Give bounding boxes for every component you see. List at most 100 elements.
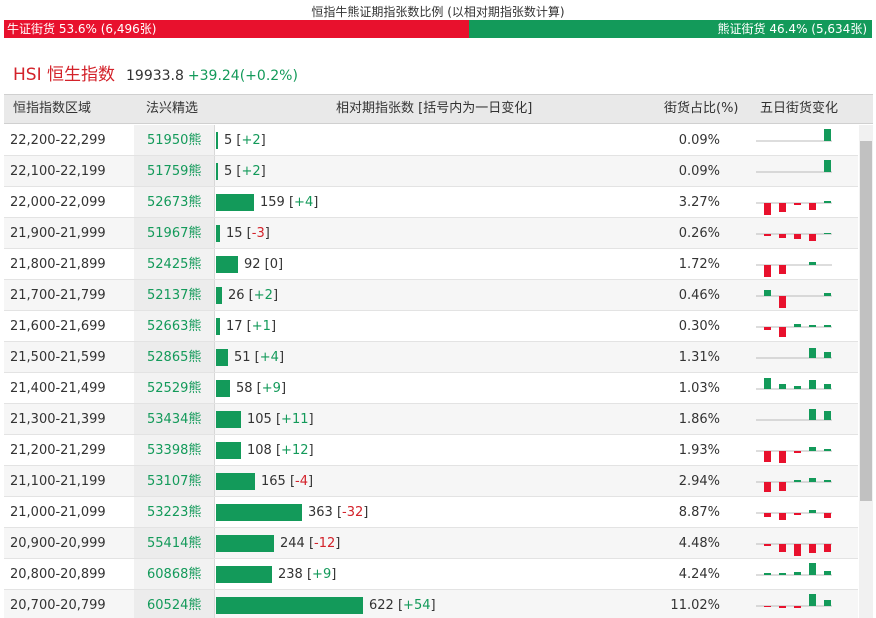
qty-value: 5 — [224, 164, 233, 179]
relative-qty-text: 26 [+2] — [228, 288, 279, 303]
share-percent: 1.72% — [678, 257, 720, 272]
header-share: 街货占比(%) — [664, 101, 739, 116]
relative-qty-bar — [216, 566, 272, 583]
trend-bar — [794, 572, 801, 575]
trend-bar — [794, 606, 801, 608]
five-day-change-chart — [756, 510, 832, 520]
trend-bar — [809, 594, 816, 606]
relative-qty-text: 5 [+2] — [224, 164, 266, 179]
trend-bar — [779, 544, 786, 552]
trend-bar — [809, 380, 816, 389]
product-code-link[interactable]: 51759熊 — [134, 156, 215, 186]
trend-bar — [794, 386, 801, 389]
product-code-link[interactable]: 51967熊 — [134, 218, 215, 248]
product-code-link[interactable]: 52425熊 — [134, 249, 215, 279]
product-code-link[interactable]: 52663熊 — [134, 311, 215, 341]
trend-bar — [809, 234, 816, 241]
five-day-change-chart — [756, 160, 832, 173]
qty-change: +2 — [241, 164, 261, 179]
relative-qty-text: 58 [+9] — [236, 381, 287, 396]
index-range: 21,300-21,399 — [10, 412, 106, 427]
product-code-link[interactable]: 55414熊 — [134, 528, 215, 558]
relative-qty-text: 51 [+4] — [234, 350, 285, 365]
relative-qty-bar — [216, 535, 274, 552]
qty-change: -12 — [314, 536, 336, 551]
product-code-link[interactable]: 60868熊 — [134, 559, 215, 589]
qty-change: +1 — [251, 319, 271, 334]
qty-change: +9 — [312, 567, 332, 582]
table-header: 恒指指数区域 法兴精选 相对期指张数 [括号内为一日变化] 街货占比(%) 五日… — [4, 94, 873, 124]
five-day-change-chart — [756, 262, 832, 277]
relative-qty-bar — [216, 132, 218, 149]
relative-qty-bar — [216, 194, 254, 211]
relative-qty-text: 622 [+54] — [369, 598, 436, 613]
five-day-change-chart — [756, 290, 832, 308]
trend-bar — [794, 234, 801, 239]
product-code-link[interactable]: 53107熊 — [134, 466, 215, 496]
trend-bar — [809, 544, 816, 553]
trend-bar — [764, 544, 771, 546]
share-percent: 2.94% — [678, 474, 720, 489]
product-code-link[interactable]: 53434熊 — [134, 404, 215, 434]
index-value: 19933.8 — [126, 68, 184, 84]
trend-bar — [809, 348, 816, 358]
qty-value: 622 — [369, 598, 394, 613]
table-row: 21,300-21,399 53434熊 105 [+11] 1.86% — [4, 404, 858, 435]
relative-qty-text: 105 [+11] — [247, 412, 314, 427]
five-day-change-chart — [756, 543, 832, 556]
header-trend: 五日街货变化 — [760, 101, 839, 116]
qty-change: +4 — [259, 350, 279, 365]
table-row: 21,100-21,199 53107熊 165 [-4] 2.94% — [4, 466, 858, 497]
product-code-link[interactable]: 52529熊 — [134, 373, 215, 403]
index-quote: HSI 恒生指数 19933.8 +39.24(+0.2%) — [13, 60, 298, 85]
index-name[interactable]: HSI 恒生指数 — [13, 65, 115, 85]
product-code-link[interactable]: 52865熊 — [134, 342, 215, 372]
trend-bar — [824, 411, 831, 420]
index-range: 21,800-21,899 — [10, 257, 106, 272]
product-code-link[interactable]: 53223熊 — [134, 497, 215, 527]
trend-bar — [794, 324, 801, 327]
qty-value: 17 — [226, 319, 243, 334]
trend-bar — [824, 233, 831, 234]
qty-value: 363 — [308, 505, 333, 520]
qty-value: 105 — [247, 412, 272, 427]
table-row: 21,800-21,899 52425熊 92 [0] 1.72% — [4, 249, 858, 280]
scrollbar-thumb[interactable] — [860, 141, 872, 501]
table-row: 22,200-22,299 51950熊 5 [+2] 0.09% — [4, 125, 858, 156]
trend-bar — [809, 563, 816, 575]
trend-bar — [824, 480, 831, 482]
qty-change: +2 — [253, 288, 273, 303]
trend-bar — [824, 449, 831, 451]
share-percent: 4.48% — [678, 536, 720, 551]
product-code-link[interactable]: 53398熊 — [134, 435, 215, 465]
index-range: 21,100-21,199 — [10, 474, 106, 489]
product-code-link[interactable]: 52137熊 — [134, 280, 215, 310]
qty-change: +12 — [281, 443, 309, 458]
trend-bar — [824, 325, 831, 327]
bull-share-segment: 牛证街货 53.6% (6,496张) — [4, 20, 470, 38]
trend-bar — [824, 544, 831, 552]
table-row: 21,900-21,999 51967熊 15 [-3] 0.26% — [4, 218, 858, 249]
five-day-change-chart — [756, 447, 832, 463]
relative-qty-bar — [216, 163, 218, 180]
trend-bar — [794, 451, 801, 453]
relative-qty-text: 238 [+9] — [278, 567, 337, 582]
share-percent: 11.02% — [670, 598, 720, 613]
header-relative: 相对期指张数 [括号内为一日变化] — [336, 101, 533, 116]
trend-bar — [824, 571, 831, 575]
five-day-change-chart — [756, 129, 832, 142]
share-percent: 1.31% — [678, 350, 720, 365]
qty-change: +4 — [294, 195, 314, 210]
share-percent: 0.30% — [678, 319, 720, 334]
table-row: 20,900-20,999 55414熊 244 [-12] 4.48% — [4, 528, 858, 559]
trend-bar — [809, 478, 816, 482]
trend-bar — [809, 262, 816, 265]
product-code-link[interactable]: 52673熊 — [134, 187, 215, 217]
product-code-link[interactable]: 51950熊 — [134, 125, 215, 155]
relative-qty-text: 244 [-12] — [280, 536, 341, 551]
qty-value: 92 — [244, 257, 261, 272]
qty-change: +2 — [241, 133, 261, 148]
product-code-link[interactable]: 60524熊 — [134, 590, 215, 618]
five-day-change-chart — [756, 478, 832, 492]
index-range: 21,400-21,499 — [10, 381, 106, 396]
